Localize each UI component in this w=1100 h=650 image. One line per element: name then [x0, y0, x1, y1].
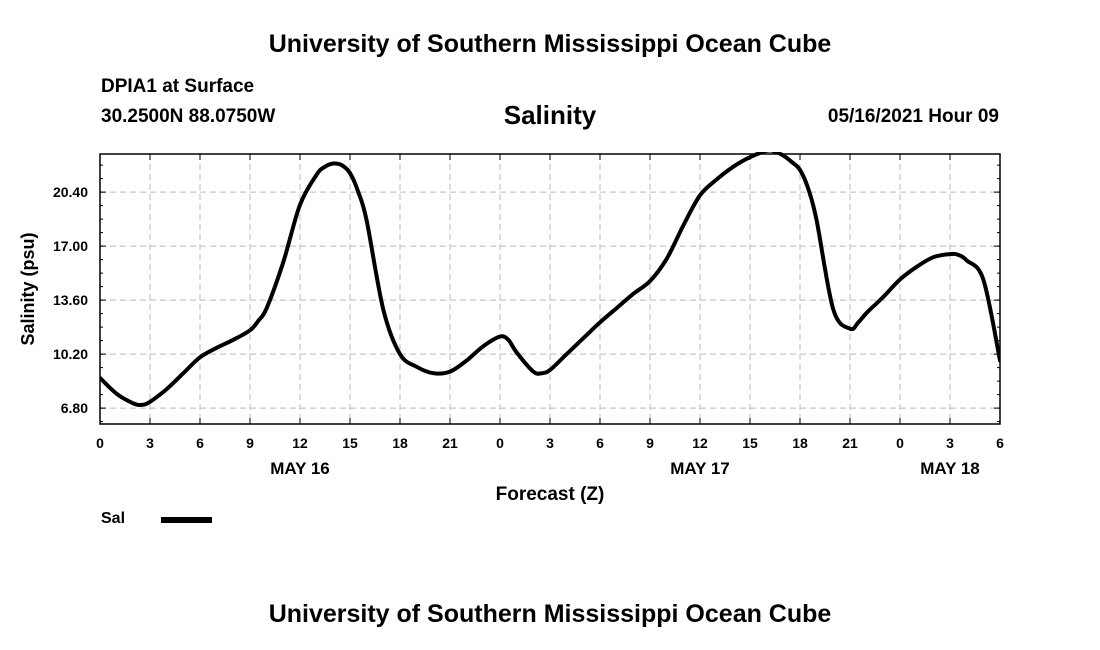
y-tick-label: 13.60: [53, 292, 88, 308]
y-tick-label: 17.00: [53, 238, 88, 254]
y-tick-label: 10.20: [53, 346, 88, 362]
x-tick-label: 3: [946, 435, 954, 451]
x-tick-label: 21: [842, 435, 858, 451]
grid-lines: [100, 154, 1000, 424]
x-tick-label: 3: [146, 435, 154, 451]
tick-labels: 0 3 6 9 12 15 18 21 0 3 6 9 12 15 18 21 0 3 6 6.80 10.20 13.6…: [53, 184, 1004, 478]
x-tick-label: 3: [546, 435, 554, 451]
x-tick-label: 12: [292, 435, 308, 451]
header-title: University of Southern Mississippi Ocean…: [268, 30, 832, 58]
y-tick-label: 20.40: [53, 184, 88, 200]
station-label: DPIA1 at Surface: [101, 76, 255, 97]
x-tick-label: 6: [996, 435, 1004, 451]
x-axis-title: Forecast (Z): [496, 484, 605, 505]
x-tick-label: 15: [742, 435, 758, 451]
footer-title: University of Southern Mississippi Ocean…: [268, 600, 832, 628]
x-tick-label: 0: [896, 435, 904, 451]
x-tick-label: 12: [692, 435, 708, 451]
x-tick-label: 6: [596, 435, 604, 451]
y-axis-title: Salinity (psu): [18, 232, 38, 345]
x-tick-label: 18: [392, 435, 408, 451]
parameter-title: Salinity: [503, 100, 597, 130]
x-tick-label: 0: [96, 435, 104, 451]
x-tick-label: 6: [196, 435, 204, 451]
date-label: MAY 16: [270, 459, 330, 478]
date-label: MAY 18: [920, 459, 980, 478]
x-tick-label: 21: [442, 435, 458, 451]
date-label: MAY 17: [670, 459, 730, 478]
series-layer: [100, 152, 1000, 408]
legend-line-swatch: [161, 517, 212, 523]
datetime-label: 05/16/2021 Hour 09: [827, 106, 999, 127]
x-tick-label: 18: [792, 435, 808, 451]
x-tick-label: 15: [342, 435, 358, 451]
series-line-sal: [100, 152, 1000, 408]
tick-marks: [99, 154, 1001, 424]
x-tick-label: 9: [246, 435, 254, 451]
y-tick-label: 6.80: [61, 400, 88, 416]
legend-label: Sal: [101, 510, 126, 527]
coordinates-label: 30.2500N 88.0750W: [101, 106, 276, 127]
x-tick-label: 0: [496, 435, 504, 451]
x-tick-label: 9: [646, 435, 654, 451]
